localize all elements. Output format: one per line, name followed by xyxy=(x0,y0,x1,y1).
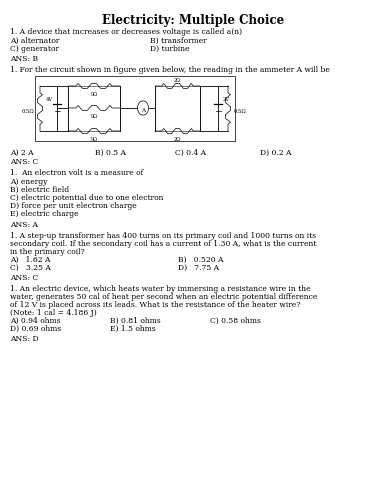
Text: ANS: C: ANS: C xyxy=(10,274,38,282)
Text: Electricity: Multiple Choice: Electricity: Multiple Choice xyxy=(102,14,284,27)
Text: (Note: 1 cal = 4.186 J): (Note: 1 cal = 4.186 J) xyxy=(10,309,97,317)
Text: ANS: A: ANS: A xyxy=(10,221,38,229)
Text: A) 0.94 ohms: A) 0.94 ohms xyxy=(10,317,61,325)
Text: C) generator: C) generator xyxy=(10,45,59,53)
Circle shape xyxy=(137,101,149,115)
Text: 2V: 2V xyxy=(223,96,230,102)
Text: B)   0.520 A: B) 0.520 A xyxy=(178,256,223,264)
Text: A) alternator: A) alternator xyxy=(10,37,59,45)
Text: B) 0.81 ohms: B) 0.81 ohms xyxy=(110,317,161,325)
Text: water, generates 50 cal of heat per second when an electric potential difference: water, generates 50 cal of heat per seco… xyxy=(10,293,317,301)
Text: D) 0.2 A: D) 0.2 A xyxy=(260,149,291,157)
Text: 1.  An electron volt is a measure of: 1. An electron volt is a measure of xyxy=(10,169,143,177)
Text: B) 0.5 A: B) 0.5 A xyxy=(95,149,126,157)
Bar xyxy=(68,86,120,131)
Text: 1. For the circuit shown in figure given below, the reading in the ammeter A wil: 1. For the circuit shown in figure given… xyxy=(10,66,330,74)
Text: E) 1.5 ohms: E) 1.5 ohms xyxy=(110,325,156,333)
Text: 9Ω: 9Ω xyxy=(90,137,98,142)
Text: A)   1.62 A: A) 1.62 A xyxy=(10,256,51,264)
Text: D) turbine: D) turbine xyxy=(150,45,190,53)
Text: B) electric field: B) electric field xyxy=(10,186,69,194)
Text: D)   7.75 A: D) 7.75 A xyxy=(178,264,219,272)
Text: of 12 V is placed across its leads. What is the resistance of the heater wire?: of 12 V is placed across its leads. What… xyxy=(10,301,300,309)
Text: E) electric charge: E) electric charge xyxy=(10,210,79,218)
Text: 2Ω: 2Ω xyxy=(174,137,181,142)
Text: A) energy: A) energy xyxy=(10,178,47,186)
Text: C) electric potential due to one electron: C) electric potential due to one electro… xyxy=(10,194,164,202)
Text: 1. A device that increases or decreases voltage is called a(n): 1. A device that increases or decreases … xyxy=(10,28,242,36)
Text: ANS: D: ANS: D xyxy=(10,335,39,343)
Text: 9Ω: 9Ω xyxy=(90,92,98,97)
Text: in the primary coil?: in the primary coil? xyxy=(10,248,85,256)
Text: A) 2 A: A) 2 A xyxy=(10,149,34,157)
Text: C) 0.58 ohms: C) 0.58 ohms xyxy=(210,317,261,325)
Text: D) force per unit electron charge: D) force per unit electron charge xyxy=(10,202,137,210)
Text: A: A xyxy=(141,108,145,112)
Text: 0.5Ω: 0.5Ω xyxy=(234,109,246,114)
Text: 4V: 4V xyxy=(46,96,52,102)
Text: 1. An electric device, which heats water by immersing a resistance wire in the: 1. An electric device, which heats water… xyxy=(10,285,311,293)
Text: ANS: C: ANS: C xyxy=(10,158,38,166)
Text: 1. A step-up transformer has 400 turns on its primary coil and 1000 turns on its: 1. A step-up transformer has 400 turns o… xyxy=(10,232,316,240)
Bar xyxy=(155,86,200,131)
Text: D) 0.69 ohms: D) 0.69 ohms xyxy=(10,325,61,333)
Text: 0.5Ω: 0.5Ω xyxy=(22,109,34,114)
Bar xyxy=(35,76,235,141)
Text: 2Ω: 2Ω xyxy=(174,78,181,83)
Text: B) transformer: B) transformer xyxy=(150,37,207,45)
Text: secondary coil. If the secondary coil has a current of 1.30 A, what is the curre: secondary coil. If the secondary coil ha… xyxy=(10,240,317,248)
Text: C)   3.25 A: C) 3.25 A xyxy=(10,264,51,272)
Text: 9Ω: 9Ω xyxy=(90,114,98,119)
Text: ANS: B: ANS: B xyxy=(10,55,38,63)
Text: C) 0.4 A: C) 0.4 A xyxy=(175,149,206,157)
